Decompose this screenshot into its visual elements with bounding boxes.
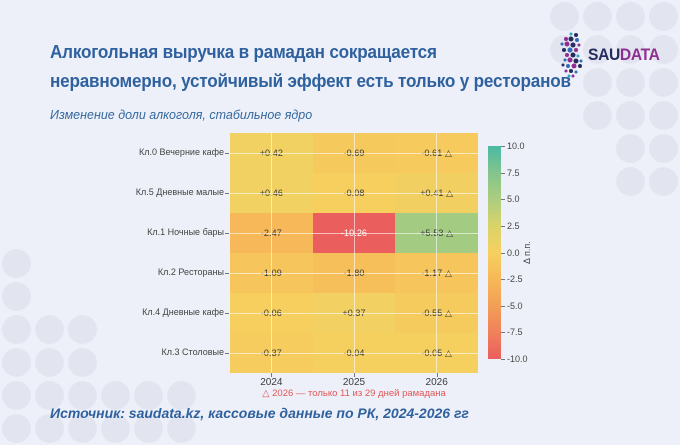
y-axis-label: Кл.2 Рестораны bbox=[157, 267, 224, 277]
heatmap-cell-value: +0.37 bbox=[342, 308, 366, 318]
colorbar-tick bbox=[501, 172, 505, 174]
source-text: Источник: saudata.kz, кассовые данные по… bbox=[50, 405, 469, 421]
heatmap-cell-value: -10.26 bbox=[340, 228, 368, 238]
heatmap-cell[interactable]: +0.41 △ bbox=[395, 173, 478, 213]
heatmap-cell-value: -1.09 bbox=[260, 268, 282, 278]
y-axis: Кл.0 Вечерние кафе Кл.5 Дневные малые Кл.1… bbox=[30, 133, 224, 373]
heatmap-cell[interactable]: -0.37 bbox=[230, 333, 313, 373]
heatmap-cell-value: -0.06 bbox=[260, 308, 282, 318]
heatmap-cell-value: -1.80 bbox=[343, 268, 365, 278]
saudata-logo: SAUDATA bbox=[557, 31, 666, 79]
heatmap-cell[interactable]: +0.37 bbox=[312, 293, 396, 333]
heatmap-cell[interactable]: -0.55 △ bbox=[395, 293, 478, 333]
y-axis-tick bbox=[225, 153, 229, 154]
x-axis-label: 2024 bbox=[260, 377, 283, 388]
x-axis-label: 2026 bbox=[425, 377, 448, 388]
heatmap-cell-value: -0.55 △ bbox=[421, 307, 452, 318]
logo-text-sau: SAU bbox=[588, 45, 621, 64]
heatmap-cell-value: -1.17 △ bbox=[421, 267, 452, 278]
colorbar-tick bbox=[501, 225, 505, 227]
colorbar-tick bbox=[501, 279, 505, 281]
x-axis-tick bbox=[436, 373, 438, 377]
y-axis-tick bbox=[225, 233, 229, 234]
y-axis-label: Кл.4 Дневные кафе bbox=[142, 307, 224, 317]
colorbar-tick-label: 10.0 bbox=[507, 141, 525, 151]
heatmap-cell[interactable]: -0.06 bbox=[230, 293, 313, 333]
chart-footnote: △ 2026 — только 11 из 29 дней рамадана bbox=[262, 388, 446, 399]
heatmap-cell[interactable]: -0.05 △ bbox=[395, 333, 478, 373]
heatmap-cell-value: +0.41 △ bbox=[420, 187, 454, 198]
heatmap-cell-value: -2.47 bbox=[260, 228, 282, 238]
heatmap-cell-value: -0.05 △ bbox=[421, 347, 452, 358]
colorbar-tick-label: -7.5 bbox=[507, 327, 523, 338]
heatmap-cell[interactable]: -0.61 △ bbox=[395, 133, 478, 173]
y-axis-label: Кл.1 Ночные бары bbox=[147, 227, 224, 237]
x-axis: 2024 2025 2026 bbox=[230, 377, 478, 391]
heatmap-cell-value: -0.04 bbox=[343, 348, 365, 358]
heatmap-cell[interactable]: -1.09 bbox=[230, 253, 313, 293]
y-axis-label: Кл.5 Дневные малые bbox=[135, 187, 224, 197]
heatmap-cell[interactable]: -0.04 bbox=[312, 333, 396, 373]
heatmap: +0.42 -0.69 -0.61 △ +0.46 -0.08 +0.41 △ -2.47 -… bbox=[230, 133, 478, 373]
y-axis-label: Кл.3 Столовые bbox=[161, 347, 224, 357]
chart-subtitle: Изменение доли алкоголя, стабильное ядро bbox=[50, 108, 313, 122]
colorbar-tick-label: -5.0 bbox=[507, 300, 523, 311]
heatmap-cell[interactable]: -1.80 bbox=[312, 253, 396, 293]
colorbar-tick bbox=[501, 146, 505, 147]
colorbar-tick bbox=[501, 305, 505, 307]
page-title: Алкогольная выручка в рамадан сокращаетс… bbox=[50, 38, 571, 96]
heatmap-cell[interactable]: +5.53 △ bbox=[395, 213, 478, 253]
y-axis-tick bbox=[225, 193, 229, 194]
heatmap-cell-value: +0.46 bbox=[259, 188, 283, 198]
heatmap-cell[interactable]: -10.26 bbox=[312, 213, 396, 253]
heatmap-cell-value: -0.61 △ bbox=[421, 147, 452, 158]
colorbar-ticks: 10.0 7.5 5.0 2.5 0.0 -2.5 -5.0 -7.5 -10.0 bbox=[501, 141, 541, 364]
heatmap-cell-value: -0.69 bbox=[343, 148, 365, 158]
colorbar-tick-label: -2.5 bbox=[507, 274, 523, 285]
colorbar-title: Δ п.п. bbox=[522, 241, 532, 264]
heatmap-cell[interactable]: -1.17 △ bbox=[395, 253, 478, 293]
x-axis-tick bbox=[354, 373, 355, 377]
heatmap-cell[interactable]: -0.69 bbox=[312, 133, 396, 173]
heatmap-cell-value: +5.53 △ bbox=[420, 227, 454, 238]
logo-text-data: DATA bbox=[620, 45, 660, 64]
colorbar-tick-label: 2.5 bbox=[507, 220, 520, 231]
colorbar-tick-label: -10.0 bbox=[507, 354, 528, 364]
heatmap-cell[interactable]: -0.08 bbox=[312, 173, 396, 213]
colorbar-tick bbox=[501, 199, 505, 201]
y-axis-tick bbox=[225, 353, 229, 354]
corner-dot-pattern-top-right bbox=[548, 0, 680, 198]
heatmap-cell[interactable]: +0.42 bbox=[230, 133, 313, 173]
heatmap-cell[interactable]: +0.46 bbox=[230, 173, 313, 213]
y-axis-tick bbox=[225, 313, 229, 314]
title-line-1: Алкогольная выручка в рамадан сокращаетс… bbox=[50, 42, 437, 62]
heatmap-cell-value: -0.37 bbox=[260, 348, 282, 358]
colorbar-tick-label: 5.0 bbox=[507, 194, 520, 205]
title-line-2: неравномерно, устойчивый эффект есть тол… bbox=[50, 71, 571, 91]
saudata-logo-text: SAUDATA bbox=[588, 45, 660, 65]
heatmap-cell-value: -0.08 bbox=[343, 188, 365, 198]
x-axis-label: 2025 bbox=[342, 377, 366, 388]
colorbar-tick bbox=[501, 359, 505, 360]
colorbar bbox=[488, 146, 501, 359]
heatmap-cell[interactable]: -2.47 bbox=[230, 213, 313, 253]
colorbar-tick bbox=[501, 332, 505, 334]
heatmap-cell-value: +0.42 bbox=[259, 148, 283, 158]
x-axis-tick bbox=[271, 373, 273, 377]
saudata-logo-icon bbox=[557, 31, 585, 79]
colorbar-tick-label: 7.5 bbox=[507, 167, 520, 178]
colorbar-tick-label: 0.0 bbox=[507, 247, 520, 258]
colorbar-tick bbox=[501, 252, 505, 254]
y-axis-label: Кл.0 Вечерние кафе bbox=[139, 147, 224, 157]
y-axis-tick bbox=[225, 273, 229, 274]
